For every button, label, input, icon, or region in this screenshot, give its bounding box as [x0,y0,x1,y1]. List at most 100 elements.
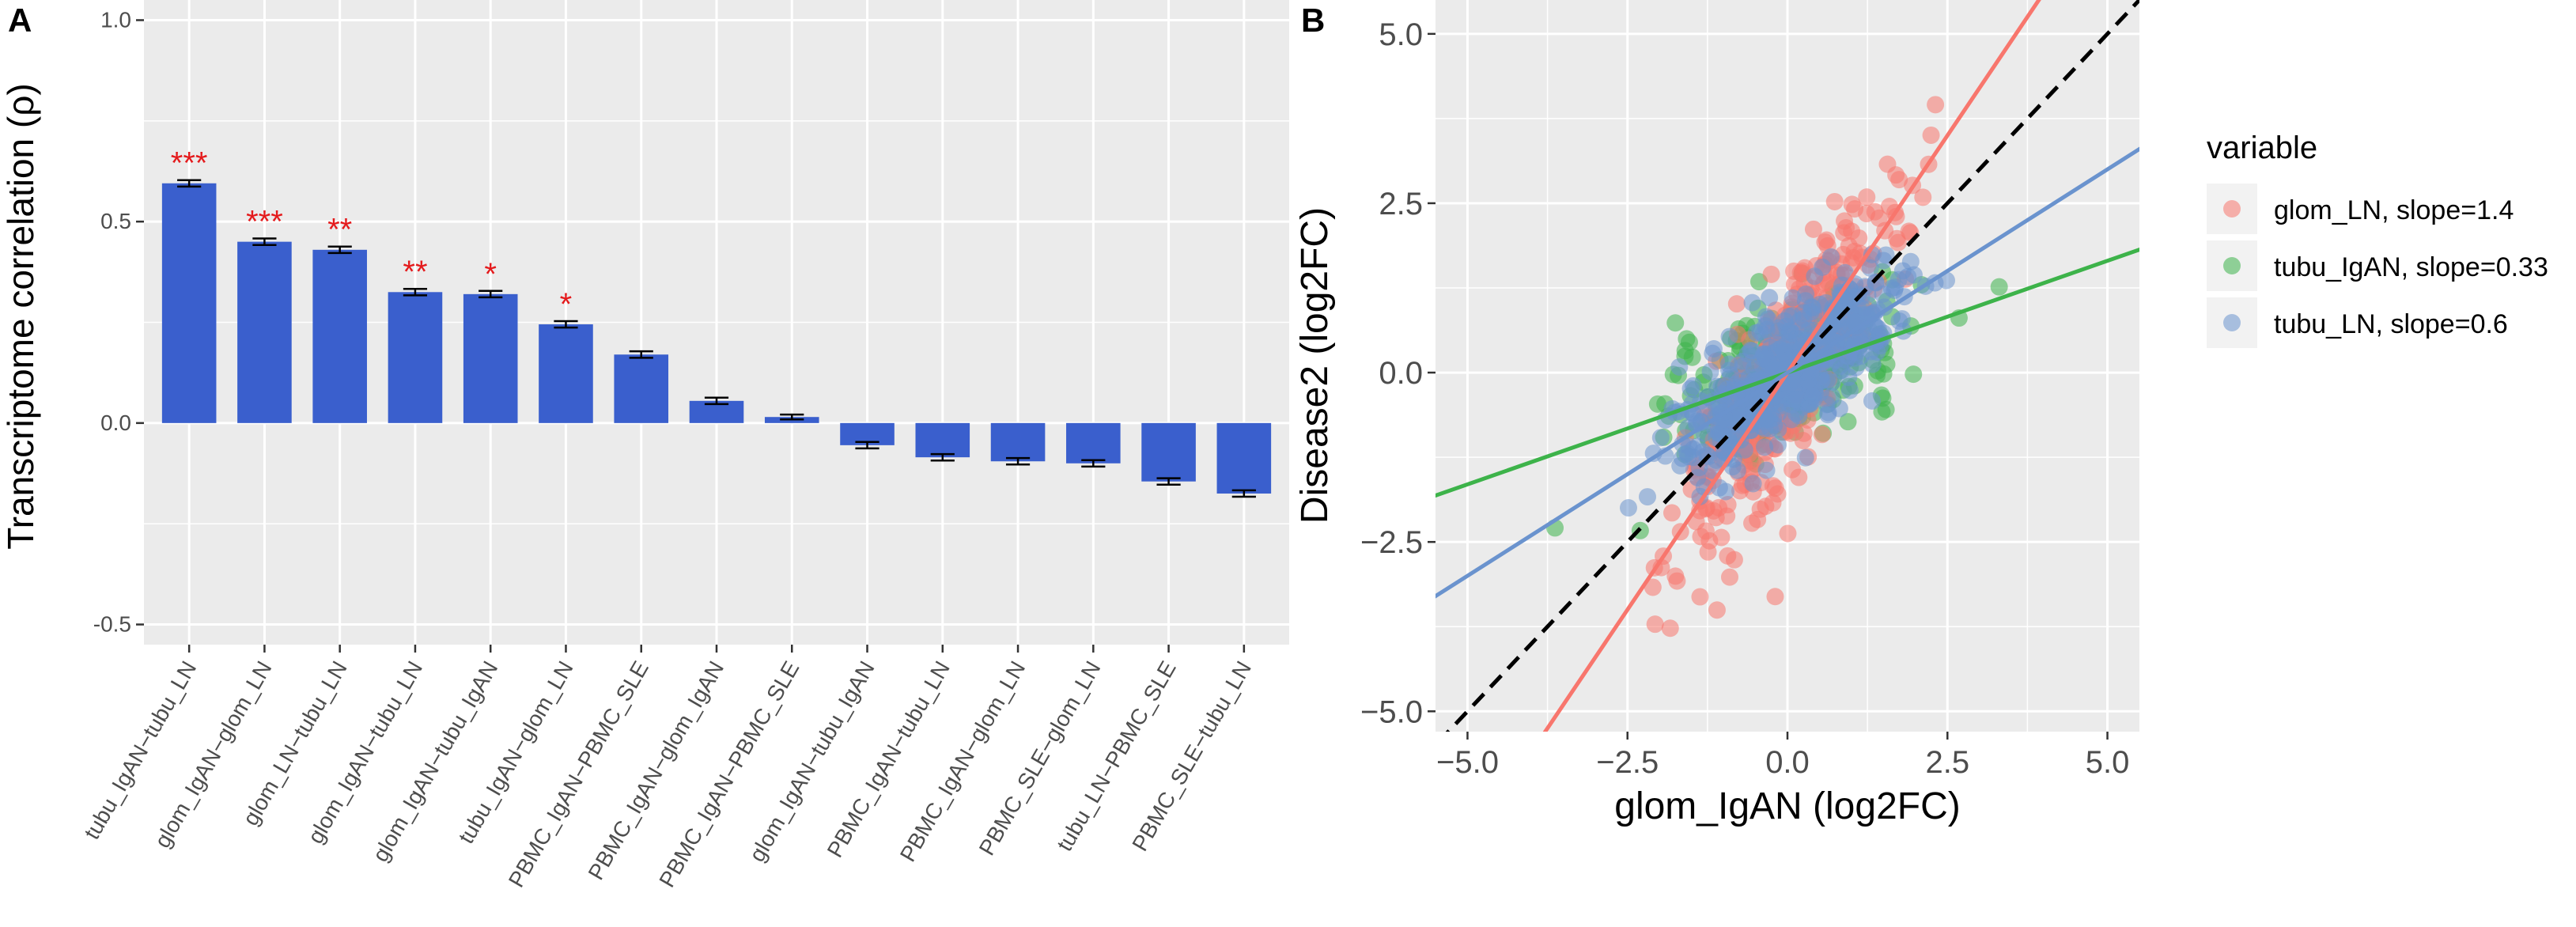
data-point [1692,528,1710,546]
bar [161,183,217,423]
data-point [1877,400,1895,418]
data-point [1712,528,1731,547]
data-point [1868,343,1886,361]
bar [1216,422,1272,494]
bar-y-tick-label: 0.0 [100,411,131,435]
data-point [1886,278,1905,297]
data-point [1691,487,1709,505]
bar [237,241,292,423]
data-point [1799,372,1818,390]
data-point [1863,392,1881,410]
data-point [1840,381,1859,399]
data-point [1776,312,1794,330]
scatter-gridlines [1436,0,2139,732]
data-point [1644,445,1662,463]
bar [312,249,367,423]
bar-y-ticks: -0.5 0.0 0.5 1.0 [93,7,144,637]
bars: ****** **** ** [161,146,1272,498]
data-point [1914,188,1932,206]
bar [990,422,1046,462]
data-point [1863,245,1881,263]
regression-line [1436,146,2139,599]
data-point [1786,391,1804,409]
legend-label: tubu_IgAN, slope=0.33 [2274,252,2548,282]
data-point [1648,395,1666,413]
scatter-y-tick-label: 2.5 [1379,187,1423,221]
data-point [1835,299,1853,317]
data-point [1878,355,1896,373]
data-point [1646,615,1664,634]
scatter-y-tick-label: 5.0 [1379,17,1423,52]
data-point [1666,314,1685,332]
significance-label: * [484,257,497,292]
scatter-y-ticks: −5.0 −2.5 0.0 2.5 5.0 [1360,17,1436,729]
data-point [1727,295,1746,313]
scatter-chart-panel: −5.0 −2.5 0.0 2.5 5.0 −5.0 −2.5 0.0 2.5 5.0 glom… [1294,0,2548,827]
data-point [1803,387,1821,405]
data-point [1668,572,1686,590]
data-point [1796,448,1814,467]
data-point [1681,380,1700,398]
data-point [1761,420,1780,438]
legend-marker [2223,314,2241,331]
scatter-x-tick-label: 5.0 [2086,745,2130,780]
data-point [1761,289,1779,307]
data-point [1889,233,1907,252]
data-point [1766,588,1784,606]
data-point [1745,407,1763,425]
data-point [1990,278,2008,296]
data-point [1720,327,1738,346]
scatter-y-axis-label: Disease2 (log2FC) [1294,207,1336,524]
legend-label: tubu_LN, slope=0.6 [2274,309,2508,339]
data-point [1644,578,1662,596]
data-point [1880,198,1898,216]
data-point [1762,265,1780,283]
data-point [1670,358,1689,376]
scatter-x-axis-label: glom_IgAN (log2FC) [1614,785,1960,827]
data-point [1704,340,1723,358]
significance-label: ** [327,213,352,248]
scatter-y-tick-label: −5.0 [1360,694,1423,729]
scatter-x-tick-label: 2.5 [1925,745,1969,780]
data-point [1858,188,1876,206]
significance-label: *** [246,205,283,240]
data-point [1795,424,1813,442]
legend-title: variable [2207,131,2317,165]
data-point [1759,310,1777,328]
data-point [1744,475,1762,493]
data-point [1747,324,1765,342]
data-point [1756,438,1774,456]
data-point [1819,406,1837,424]
data-point [1661,619,1679,638]
bar-x-tick-label: PBMC_IgAN−glom_IgAN [584,657,729,884]
bar [1066,422,1121,464]
data-point [1708,601,1726,619]
bar-chart-panel: ****** **** ** -0.50.00.51.0 tubu_IgAN−tub… [0,0,1289,891]
data-point [1797,285,1815,303]
data-point [1769,436,1787,454]
data-point [1890,312,1908,330]
legend-label: glom_LN, slope=1.4 [2274,195,2514,225]
significance-label: ** [403,255,427,289]
significance-label: * [560,287,573,322]
bar [388,292,443,423]
data-point [1743,293,1761,312]
panel-label-a: A [8,2,32,39]
bar [539,324,593,423]
bar [463,293,518,423]
data-point [1819,273,1837,291]
scatter-y-tick-label: 0.0 [1379,356,1423,391]
bar-y-tick-label: -0.5 [93,612,131,637]
data-point [1810,295,1829,313]
scatter-x-tick-label: −2.5 [1596,745,1659,780]
data-point [1662,504,1681,522]
data-point [1674,435,1692,453]
significance-label: *** [171,146,208,181]
regression-lines [1436,0,2139,732]
data-point [1866,202,1884,221]
data-point [1638,488,1656,506]
legend: variable glom_LN, slope=1.4 tubu_IgAN, sl… [2207,131,2548,348]
bar-x-tick-label: PBMC_IgAN−PBMC_SLE [504,657,653,891]
data-point [1683,348,1701,366]
bar-x-ticks: tubu_IgAN−tubu_LNglom_IgAN−glom_LNglom_L… [79,645,1256,891]
